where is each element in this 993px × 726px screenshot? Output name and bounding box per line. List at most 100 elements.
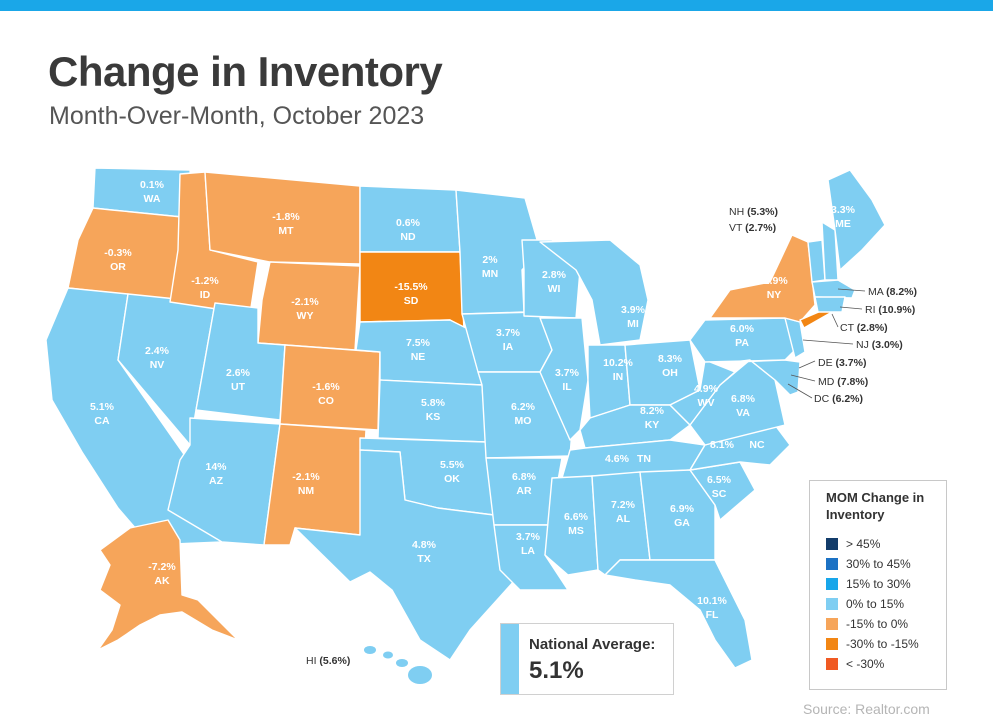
top-accent-bar	[0, 0, 993, 11]
svg-text:-0.3%: -0.3%	[104, 247, 132, 259]
label-WY: -2.1% WY	[291, 296, 319, 322]
label-OK: 5.5% OK	[440, 459, 465, 485]
legend-title: MOM Change in Inventory	[826, 490, 925, 522]
national-average-swatch	[501, 624, 519, 694]
svg-text:ME: ME	[835, 218, 851, 230]
state-ME	[827, 169, 886, 271]
label-SC: 6.5% SC	[707, 474, 732, 500]
svg-text:OR: OR	[110, 261, 126, 273]
legend-item: 30% to 45%	[826, 557, 911, 571]
svg-text:NV: NV	[150, 359, 165, 371]
svg-text:-1.8%: -1.8%	[272, 211, 300, 223]
svg-text:5.1%: 5.1%	[90, 401, 115, 413]
national-average-box: National Average: 5.1%	[500, 623, 674, 695]
svg-text:TN: TN	[637, 453, 651, 465]
svg-text:WY: WY	[297, 310, 314, 322]
svg-text:MT: MT	[278, 225, 294, 237]
svg-text:TX: TX	[417, 553, 430, 565]
callout-CT: CT (2.8%)	[840, 322, 888, 334]
svg-text:0.6%: 0.6%	[396, 217, 421, 229]
label-TX: 4.8% TX	[412, 539, 437, 565]
legend-item: < -30%	[826, 657, 884, 671]
svg-text:8.3%: 8.3%	[658, 353, 683, 365]
legend-swatch	[826, 558, 838, 570]
state-NM	[263, 423, 367, 546]
national-average-value: 5.1%	[529, 657, 584, 684]
svg-text:6.8%: 6.8%	[512, 471, 537, 483]
svg-text:3.7%: 3.7%	[516, 531, 541, 543]
svg-text:2.4%: 2.4%	[145, 345, 170, 357]
state-FL	[604, 559, 753, 669]
label-WA: 0.1% WA	[140, 179, 165, 205]
svg-text:ND: ND	[400, 231, 416, 243]
svg-text:7.2%: 7.2%	[611, 499, 636, 511]
svg-text:5.8%: 5.8%	[421, 397, 446, 409]
callout-DC: DC (6.2%)	[814, 393, 863, 405]
svg-text:8.2%: 8.2%	[640, 405, 665, 417]
svg-text:0.1%: 0.1%	[140, 179, 165, 191]
state-MA	[811, 279, 856, 299]
label-IN: 10.2% IN	[603, 357, 633, 383]
legend-item: 15% to 30%	[826, 577, 911, 591]
label-NC: 8.1% NC	[710, 439, 765, 451]
svg-text:-15.5%: -15.5%	[394, 281, 428, 293]
svg-text:WV: WV	[698, 397, 715, 409]
svg-text:KS: KS	[426, 411, 441, 423]
label-NY: -2.9% NY	[760, 275, 788, 301]
legend-swatch	[826, 658, 838, 670]
svg-text:WA: WA	[144, 193, 161, 205]
svg-text:8.1%: 8.1%	[710, 439, 735, 451]
page-subtitle: Month-Over-Month, October 2023	[49, 102, 425, 130]
svg-text:SC: SC	[712, 488, 727, 500]
svg-text:6.5%: 6.5%	[707, 474, 732, 486]
label-TN: 4.6% TN	[605, 453, 651, 465]
svg-text:3.7%: 3.7%	[555, 367, 580, 379]
label-CA: 5.1% CA	[90, 401, 115, 427]
svg-text:2.8%: 2.8%	[542, 269, 567, 281]
svg-text:2.6%: 2.6%	[226, 367, 251, 379]
page-title: Change in Inventory	[48, 48, 443, 95]
svg-text:6.0%: 6.0%	[730, 323, 755, 335]
label-AR: 6.8% AR	[512, 471, 537, 497]
state-CT-RI	[814, 296, 846, 313]
legend-swatch	[826, 598, 838, 610]
legend-label: -30% to -15%	[846, 637, 919, 651]
callout-MD: MD (7.8%)	[818, 376, 868, 388]
label-NE: 7.5% NE	[406, 337, 431, 363]
callout-labels: NH (5.3%) VT (2.7%) MA (8.2%) RI (10.9%)…	[306, 206, 917, 667]
legend-swatch	[826, 618, 838, 630]
svg-text:6.9%: 6.9%	[670, 503, 695, 515]
label-VA: 6.8% VA	[731, 393, 756, 419]
label-OH: 8.3% OH	[658, 353, 683, 379]
label-IL: 3.7% IL	[555, 367, 580, 393]
svg-text:14%: 14%	[205, 461, 227, 473]
svg-text:ID: ID	[200, 289, 211, 301]
source-credit: Source: Realtor.com	[803, 701, 930, 717]
legend-item: > 45%	[826, 537, 880, 551]
state-TX	[294, 449, 516, 661]
legend-item: 0% to 15%	[826, 597, 904, 611]
svg-text:MO: MO	[515, 415, 532, 427]
label-WV: 4.9% WV	[694, 383, 719, 409]
svg-text:7.5%: 7.5%	[406, 337, 431, 349]
legend-label: 15% to 30%	[846, 577, 911, 591]
label-OR: -0.3% OR	[104, 247, 132, 273]
label-KY: 8.2% KY	[640, 405, 665, 431]
label-ID: -1.2% ID	[191, 275, 219, 301]
legend-label: > 45%	[846, 537, 881, 551]
state-AK	[97, 519, 239, 651]
svg-text:3.9%: 3.9%	[621, 304, 646, 316]
legend-swatch	[826, 538, 838, 550]
svg-text:UT: UT	[231, 381, 246, 393]
label-MI: 3.9% MI	[621, 304, 646, 330]
callout-DE: DE (3.7%)	[818, 357, 866, 369]
label-MT: -1.8% MT	[272, 211, 300, 237]
callout-VT: VT (2.7%)	[729, 222, 776, 234]
svg-text:NE: NE	[411, 351, 426, 363]
label-ME: 3.3% ME	[831, 204, 856, 230]
svg-text:3.7%: 3.7%	[496, 327, 521, 339]
svg-text:AR: AR	[516, 485, 532, 497]
label-FL: 10.1% FL	[697, 595, 727, 621]
svg-text:10.2%: 10.2%	[603, 357, 633, 369]
